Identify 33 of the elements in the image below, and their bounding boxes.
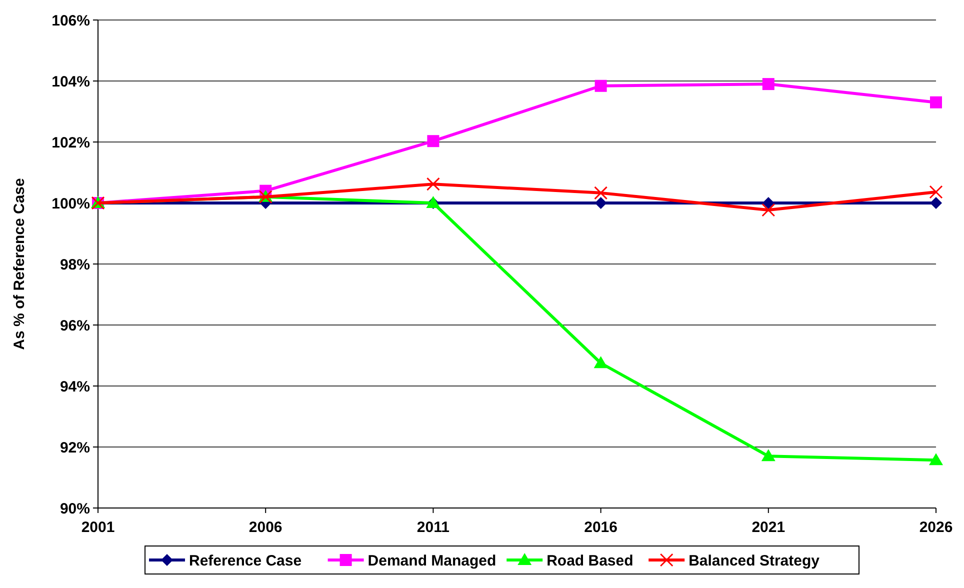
- y-tick-label: 102%: [52, 134, 90, 152]
- point: [929, 453, 943, 466]
- y-tick-label: 96%: [60, 317, 90, 334]
- point: [930, 197, 942, 209]
- y-tick-label: 106%: [52, 12, 90, 30]
- point: [594, 186, 608, 200]
- x-tick-label: 2006: [248, 519, 282, 536]
- legend-label: Reference Case: [189, 552, 302, 570]
- x-tick-label: 2001: [81, 519, 115, 536]
- y-tick-label: 100%: [52, 195, 90, 212]
- point: [761, 449, 776, 462]
- y-tick-label: 104%: [52, 73, 90, 90]
- x-tick-label: 2016: [584, 519, 618, 536]
- point: [594, 80, 607, 92]
- point: [762, 203, 776, 217]
- point: [427, 135, 440, 148]
- y-tick-label: 92%: [60, 439, 90, 456]
- point: [594, 197, 607, 209]
- legend-label: Road Based: [546, 552, 634, 570]
- legend-label: Balanced Strategy: [688, 552, 820, 570]
- point: [762, 78, 774, 90]
- x-tick-label: 2011: [416, 519, 450, 536]
- x-tick-label: 2026: [919, 519, 953, 536]
- y-tick-label: 90%: [60, 500, 90, 518]
- legend-label: Demand Managed: [368, 552, 496, 570]
- y-tick-label: 98%: [60, 256, 90, 274]
- point: [929, 185, 943, 199]
- point: [930, 96, 942, 108]
- point: [594, 356, 608, 368]
- y-axis-title: As % of Reference Case: [11, 178, 28, 350]
- point: [426, 177, 440, 191]
- y-tick-label: 94%: [60, 378, 90, 396]
- x-tick-label: 2021: [752, 519, 786, 536]
